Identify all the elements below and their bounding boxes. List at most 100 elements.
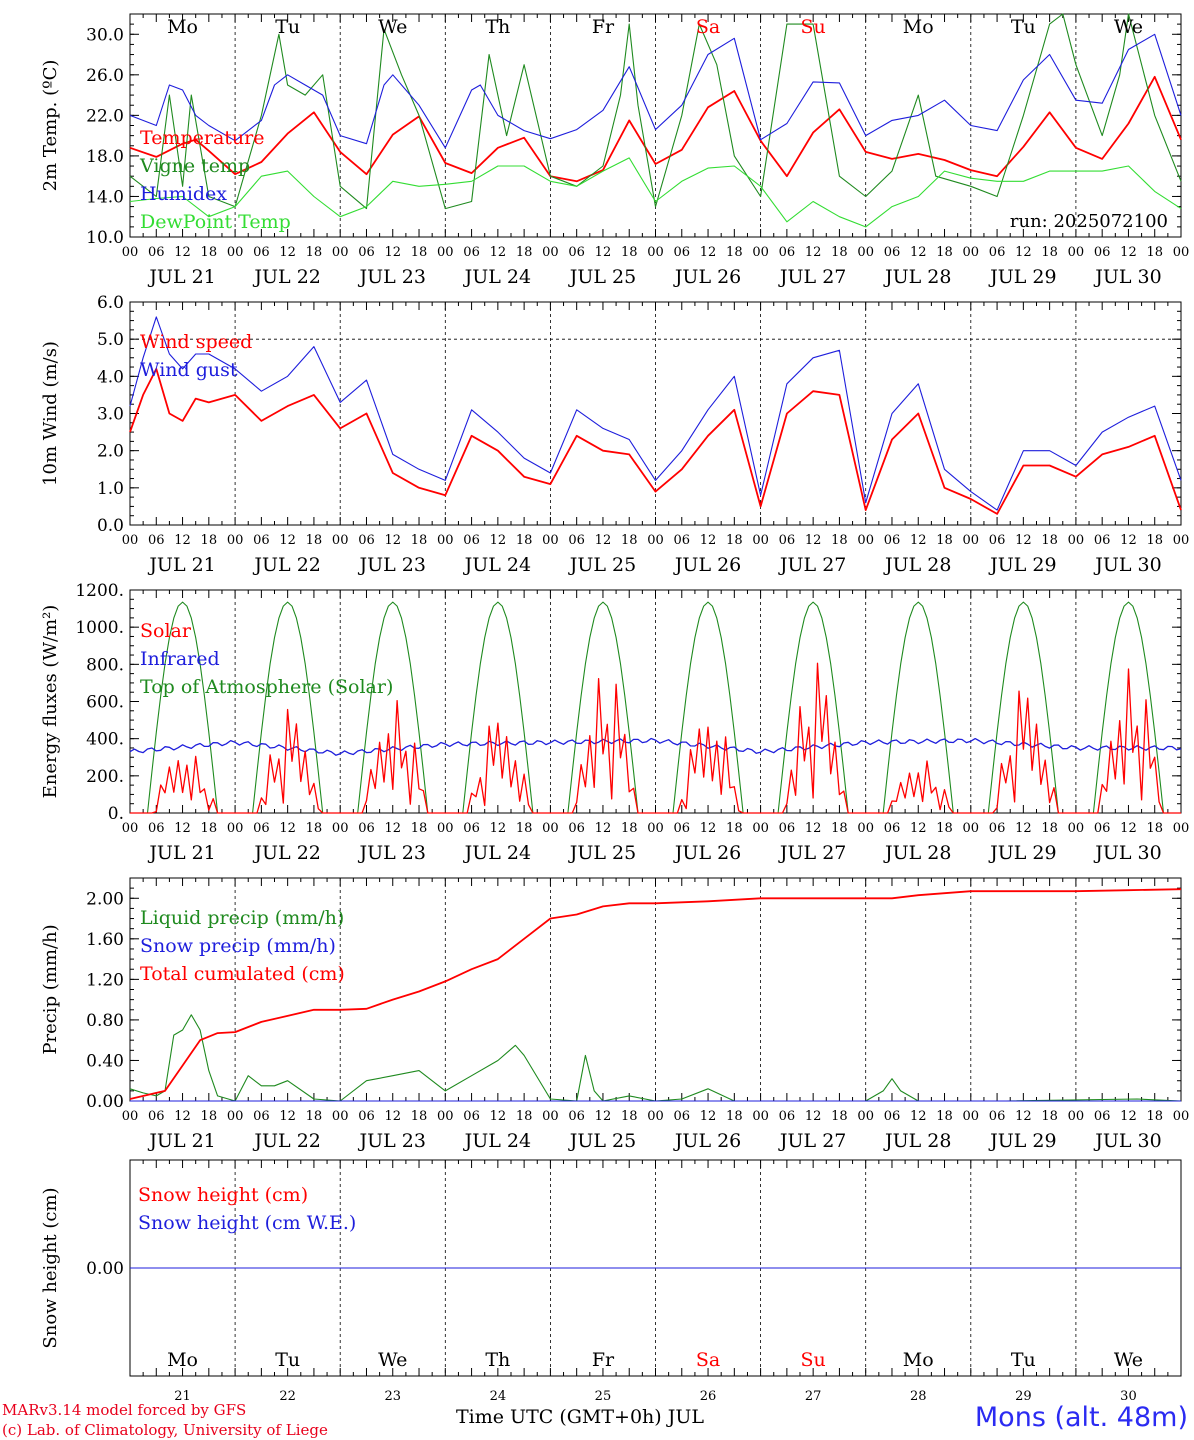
date-label: JUL 23 <box>358 1130 426 1152</box>
hour-tick-label: 06 <box>1094 821 1111 836</box>
hour-tick-label: 18 <box>1146 245 1163 260</box>
hour-tick-label: 00 <box>542 821 559 836</box>
date-label: JUL 26 <box>673 266 741 288</box>
hour-tick-label: 00 <box>542 245 559 260</box>
legend-entry: DewPoint Temp <box>140 211 291 233</box>
y-tick-label: 3.0 <box>97 405 124 425</box>
hour-tick-label: 06 <box>884 533 901 548</box>
hour-tick-label: 00 <box>1173 533 1190 548</box>
day-number-label: 29 <box>1015 1389 1032 1404</box>
hour-tick-label: 18 <box>411 1109 428 1124</box>
hour-tick-label: 00 <box>542 533 559 548</box>
hour-tick-label: 12 <box>595 245 612 260</box>
series-line-0 <box>129 75 1182 183</box>
weekday-label-bottom: We <box>1114 1349 1143 1371</box>
hour-tick-label: 18 <box>1146 821 1163 836</box>
hour-tick-label: 00 <box>857 1109 874 1124</box>
date-label: JUL 25 <box>568 1130 636 1152</box>
weekday-label: Tu <box>275 16 300 38</box>
y-tick-label: 800. <box>86 655 124 675</box>
hour-tick-label: 18 <box>411 245 428 260</box>
hour-tick-label: 18 <box>306 821 323 836</box>
hour-tick-label: 06 <box>779 1109 796 1124</box>
series-line-2 <box>129 33 1182 149</box>
date-label: JUL 27 <box>778 842 846 864</box>
hour-tick-label: 00 <box>437 533 454 548</box>
hour-tick-label: 06 <box>148 533 165 548</box>
y-tick-label: 600. <box>86 693 124 713</box>
legend-entry: Humidex <box>140 183 227 205</box>
date-label: JUL 28 <box>883 842 951 864</box>
hour-tick-label: 00 <box>1068 245 1085 260</box>
hour-tick-label: 06 <box>358 533 375 548</box>
hour-tick-label: 00 <box>1068 821 1085 836</box>
hour-tick-label: 06 <box>1094 533 1111 548</box>
weekday-label: We <box>378 16 407 38</box>
hour-tick-label: 12 <box>910 533 927 548</box>
hour-tick-label: 06 <box>884 1109 901 1124</box>
hour-tick-label: 18 <box>936 1109 953 1124</box>
day-number-label: 27 <box>805 1389 822 1404</box>
hour-tick-label: 06 <box>463 245 480 260</box>
hour-tick-label: 18 <box>936 533 953 548</box>
hour-tick-label: 00 <box>227 245 244 260</box>
y-tick-label: 0.00 <box>86 1092 124 1112</box>
hour-tick-label: 18 <box>1041 821 1058 836</box>
date-label: JUL 22 <box>252 842 320 864</box>
y-axis-label: 2m Temp. (ºC) <box>40 60 61 192</box>
time-axis-label: Time UTC (GMT+0h) JUL <box>456 1406 704 1428</box>
hour-tick-label: 00 <box>332 821 349 836</box>
y-tick-label: 1000. <box>75 618 124 638</box>
day-number-label: 24 <box>490 1389 507 1404</box>
hour-tick-label: 12 <box>595 533 612 548</box>
date-label: JUL 25 <box>568 266 636 288</box>
hour-tick-label: 00 <box>332 245 349 260</box>
hour-tick-label: 18 <box>1041 245 1058 260</box>
hour-tick-label: 00 <box>752 245 769 260</box>
solar-line <box>130 662 1181 814</box>
weekday-label: Mo <box>167 16 198 38</box>
hour-tick-label: 06 <box>989 245 1006 260</box>
hour-tick-label: 12 <box>384 821 401 836</box>
hour-tick-label: 18 <box>411 533 428 548</box>
hour-tick-label: 00 <box>857 533 874 548</box>
weekday-label: Mo <box>903 16 934 38</box>
hour-tick-label: 18 <box>201 533 218 548</box>
hour-tick-label: 06 <box>884 245 901 260</box>
hour-tick-label: 18 <box>516 245 533 260</box>
hour-tick-label: 12 <box>279 533 296 548</box>
date-label: JUL 26 <box>673 1130 741 1152</box>
hour-tick-label: 12 <box>384 533 401 548</box>
hour-tick-label: 18 <box>621 533 638 548</box>
hour-tick-label: 06 <box>1094 1109 1111 1124</box>
y-tick-label: 22.0 <box>86 106 124 126</box>
weekday-label: Tu <box>1011 16 1036 38</box>
hour-tick-label: 18 <box>1146 1109 1163 1124</box>
series-line-1 <box>129 13 1182 210</box>
date-label: JUL 22 <box>252 554 320 576</box>
hour-tick-label: 06 <box>674 245 691 260</box>
hour-tick-label: 00 <box>647 1109 664 1124</box>
y-tick-label: 200. <box>86 767 124 787</box>
y-tick-label: 0.40 <box>86 1051 124 1071</box>
hour-tick-label: 18 <box>201 821 218 836</box>
legend-entry: Wind speed <box>140 331 252 353</box>
y-tick-label: 1200. <box>75 581 124 601</box>
y-axis-label: Snow height (cm) <box>40 1187 61 1348</box>
hour-tick-label: 06 <box>674 533 691 548</box>
hour-tick-label: 00 <box>752 1109 769 1124</box>
hour-tick-label: 12 <box>1120 821 1137 836</box>
date-label: JUL 21 <box>147 1130 215 1152</box>
hour-tick-label: 12 <box>805 821 822 836</box>
hour-tick-label: 12 <box>805 533 822 548</box>
panel-frame <box>129 589 1182 814</box>
hour-tick-label: 12 <box>1120 245 1137 260</box>
hour-tick-label: 12 <box>1015 1109 1032 1124</box>
hour-tick-label: 06 <box>674 821 691 836</box>
hour-tick-label: 12 <box>279 1109 296 1124</box>
legend-entry: Snow height (cm W.E.) <box>138 1212 356 1234</box>
day-number-label: 28 <box>910 1389 927 1404</box>
hour-tick-label: 06 <box>358 245 375 260</box>
date-label: JUL 29 <box>988 554 1056 576</box>
